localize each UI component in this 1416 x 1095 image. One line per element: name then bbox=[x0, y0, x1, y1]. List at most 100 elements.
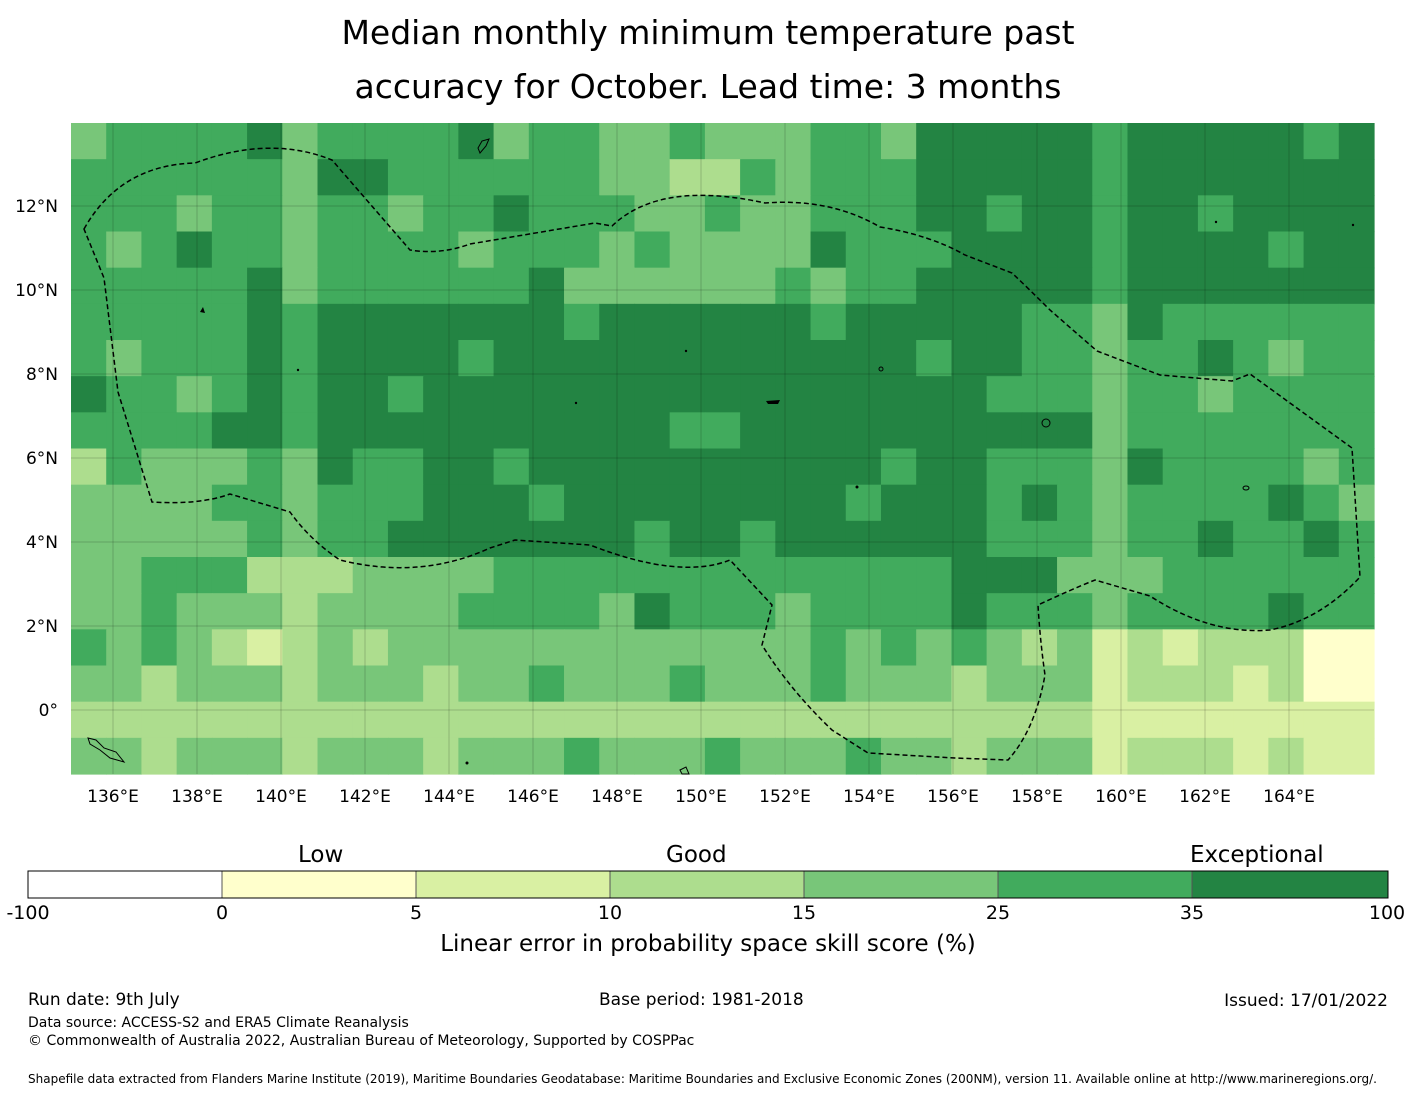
grid-cell bbox=[704, 593, 741, 630]
grid-cell bbox=[1303, 231, 1340, 269]
grid-cell bbox=[458, 520, 495, 558]
grid-cell bbox=[564, 267, 600, 305]
grid-cell bbox=[387, 123, 424, 160]
grid-cell bbox=[493, 593, 530, 630]
grid-cell bbox=[916, 593, 953, 630]
island-coastline bbox=[87, 737, 126, 763]
grid-cell bbox=[71, 448, 107, 486]
grid-cell bbox=[528, 737, 565, 775]
grid-cell bbox=[704, 448, 741, 486]
grid-cell bbox=[775, 267, 812, 305]
grid-cell bbox=[669, 195, 706, 233]
issued-date: Issued: 17/01/2022 bbox=[1224, 991, 1388, 1011]
grid-cell bbox=[1338, 231, 1375, 269]
grid-cell bbox=[423, 195, 459, 233]
grid-cell bbox=[669, 665, 706, 703]
grid-cell bbox=[845, 376, 882, 413]
base-period: Base period: 1981-2018 bbox=[599, 990, 804, 1010]
grid-cell bbox=[634, 701, 671, 739]
grid-cell bbox=[1057, 665, 1093, 703]
colorbar-frame bbox=[27, 870, 1389, 899]
grid-cell bbox=[1268, 629, 1305, 667]
grid-cell bbox=[493, 665, 530, 703]
grid-cell bbox=[1268, 593, 1305, 630]
grid-cell bbox=[740, 629, 776, 667]
island-coastline bbox=[679, 766, 690, 775]
grid-cell bbox=[106, 701, 143, 739]
grid-cell bbox=[1162, 484, 1199, 522]
grid-cell bbox=[1021, 701, 1058, 739]
grid-cell bbox=[599, 195, 636, 233]
grid-cell bbox=[1233, 231, 1269, 269]
grid-cell bbox=[564, 340, 600, 377]
grid-cell bbox=[669, 484, 706, 522]
grid-cell bbox=[282, 448, 319, 486]
grid-cell bbox=[211, 593, 248, 630]
grid-cell bbox=[176, 231, 213, 269]
grid-cell bbox=[916, 340, 953, 377]
grid-cell bbox=[704, 665, 741, 703]
grid-cell bbox=[141, 231, 178, 269]
grid-cell bbox=[176, 303, 213, 341]
grid-cell bbox=[1197, 340, 1234, 377]
grid-cell bbox=[317, 303, 354, 341]
grid-cell bbox=[1057, 737, 1093, 775]
grid-cell bbox=[106, 376, 143, 413]
grid-cell bbox=[176, 376, 213, 413]
grid-cell bbox=[1338, 412, 1375, 450]
grid-cell bbox=[1233, 195, 1269, 233]
grid-cell bbox=[458, 195, 495, 233]
grid-cell bbox=[634, 231, 671, 269]
grid-cell bbox=[1162, 159, 1199, 196]
grid-cell bbox=[1338, 303, 1375, 341]
grid-cell bbox=[352, 520, 389, 558]
grid-cell bbox=[1162, 448, 1199, 486]
grid-cell bbox=[247, 484, 283, 522]
grid-cell bbox=[916, 484, 953, 522]
colorbar-swatch bbox=[998, 871, 1192, 898]
grid-cell bbox=[634, 303, 671, 341]
grid-cell bbox=[1127, 376, 1164, 413]
colorbar-axis-label: Linear error in probability space skill … bbox=[440, 931, 976, 957]
grid-cell bbox=[775, 665, 812, 703]
grid-cell bbox=[599, 737, 636, 775]
grid-cell bbox=[1233, 340, 1269, 377]
grid-cell bbox=[775, 231, 812, 269]
grid-cell bbox=[352, 737, 389, 775]
grid-cell bbox=[810, 701, 847, 739]
grid-cell bbox=[1338, 737, 1375, 775]
grid-cell bbox=[176, 448, 213, 486]
grid-cell bbox=[775, 629, 812, 667]
grid-cell bbox=[211, 159, 248, 196]
grid-cell bbox=[176, 629, 213, 667]
grid-cell bbox=[1162, 195, 1199, 233]
grid-cell bbox=[528, 123, 565, 160]
grid-cell bbox=[951, 376, 988, 413]
grid-cell bbox=[916, 520, 953, 558]
grid-cell bbox=[775, 376, 812, 413]
grid-cell bbox=[247, 448, 283, 486]
grid-cell bbox=[352, 484, 389, 522]
grid-cell bbox=[458, 629, 495, 667]
grid-cell bbox=[775, 303, 812, 341]
grid-cell bbox=[352, 629, 389, 667]
grid-cell bbox=[528, 448, 565, 486]
grid-cell bbox=[1162, 123, 1199, 160]
legend-label-low: Low bbox=[298, 842, 344, 868]
grid-cell bbox=[1162, 665, 1199, 703]
grid-cell bbox=[599, 665, 636, 703]
grid-cell bbox=[740, 520, 776, 558]
grid-cell bbox=[669, 303, 706, 341]
grid-cell bbox=[1338, 123, 1375, 160]
grid-cell bbox=[740, 340, 776, 377]
grid-cell bbox=[211, 557, 248, 594]
grid-cell bbox=[387, 737, 424, 775]
island-coastline bbox=[574, 401, 578, 405]
grid-cell bbox=[247, 557, 283, 594]
grid-cell bbox=[1233, 665, 1269, 703]
grid-cell bbox=[352, 593, 389, 630]
grid-cell bbox=[141, 701, 178, 739]
grid-cell bbox=[669, 159, 706, 196]
grid-cell bbox=[564, 665, 600, 703]
grid-cell bbox=[880, 665, 917, 703]
